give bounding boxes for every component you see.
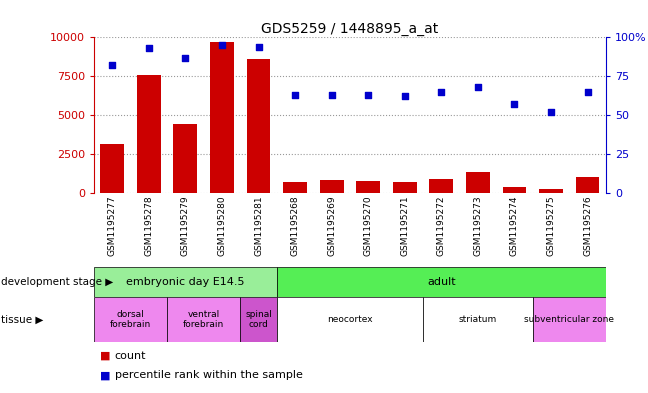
- Point: [436, 88, 446, 95]
- Text: GSM1195270: GSM1195270: [364, 196, 373, 257]
- Text: count: count: [115, 351, 146, 361]
- Text: adult: adult: [427, 277, 456, 287]
- Bar: [94, 267, 277, 297]
- Point: [290, 92, 300, 98]
- Point: [546, 109, 556, 115]
- Text: neocortex: neocortex: [327, 315, 373, 324]
- Point: [583, 88, 593, 95]
- Text: GSM1195281: GSM1195281: [254, 196, 263, 257]
- Bar: [466, 173, 490, 193]
- Bar: [210, 42, 234, 193]
- Text: ventral
forebrain: ventral forebrain: [183, 310, 224, 329]
- Text: embryonic day E14.5: embryonic day E14.5: [126, 277, 245, 287]
- Bar: [423, 297, 533, 342]
- Bar: [94, 297, 167, 342]
- Point: [400, 93, 410, 99]
- Bar: [100, 145, 124, 193]
- Bar: [247, 59, 270, 193]
- Text: spinal
cord: spinal cord: [245, 310, 272, 329]
- Text: dorsal
forebrain: dorsal forebrain: [110, 310, 151, 329]
- Bar: [319, 180, 343, 193]
- Text: GSM1195278: GSM1195278: [145, 196, 154, 257]
- Bar: [174, 124, 197, 193]
- Text: GSM1195274: GSM1195274: [510, 196, 519, 256]
- Text: GSM1195277: GSM1195277: [108, 196, 117, 257]
- Text: tissue ▶: tissue ▶: [1, 314, 43, 324]
- Text: striatum: striatum: [459, 315, 497, 324]
- Bar: [283, 182, 307, 193]
- Point: [509, 101, 520, 107]
- Bar: [277, 297, 423, 342]
- Bar: [393, 182, 417, 193]
- Bar: [575, 177, 599, 193]
- Text: GSM1195280: GSM1195280: [218, 196, 226, 257]
- Point: [107, 62, 117, 68]
- Bar: [533, 297, 606, 342]
- Text: GSM1195276: GSM1195276: [583, 196, 592, 257]
- Text: ■: ■: [100, 351, 111, 361]
- Point: [253, 44, 264, 50]
- Text: GSM1195275: GSM1195275: [546, 196, 555, 257]
- Text: ■: ■: [100, 370, 111, 380]
- Bar: [277, 267, 606, 297]
- Text: GSM1195268: GSM1195268: [290, 196, 299, 257]
- Bar: [240, 297, 277, 342]
- Text: GSM1195272: GSM1195272: [437, 196, 446, 256]
- Text: development stage ▶: development stage ▶: [1, 277, 113, 287]
- Text: percentile rank within the sample: percentile rank within the sample: [115, 370, 303, 380]
- Bar: [137, 75, 161, 193]
- Text: GSM1195279: GSM1195279: [181, 196, 190, 257]
- Text: GSM1195269: GSM1195269: [327, 196, 336, 257]
- Point: [472, 84, 483, 90]
- Text: GSM1195271: GSM1195271: [400, 196, 410, 257]
- Point: [363, 92, 373, 98]
- Point: [180, 54, 191, 61]
- Text: GSM1195273: GSM1195273: [474, 196, 482, 257]
- Title: GDS5259 / 1448895_a_at: GDS5259 / 1448895_a_at: [261, 22, 439, 36]
- Text: subventricular zone: subventricular zone: [524, 315, 614, 324]
- Point: [216, 42, 227, 48]
- Bar: [356, 181, 380, 193]
- Point: [144, 45, 154, 51]
- Point: [327, 92, 337, 98]
- Bar: [430, 178, 453, 193]
- Bar: [539, 189, 563, 193]
- Bar: [167, 297, 240, 342]
- Bar: [503, 187, 526, 193]
